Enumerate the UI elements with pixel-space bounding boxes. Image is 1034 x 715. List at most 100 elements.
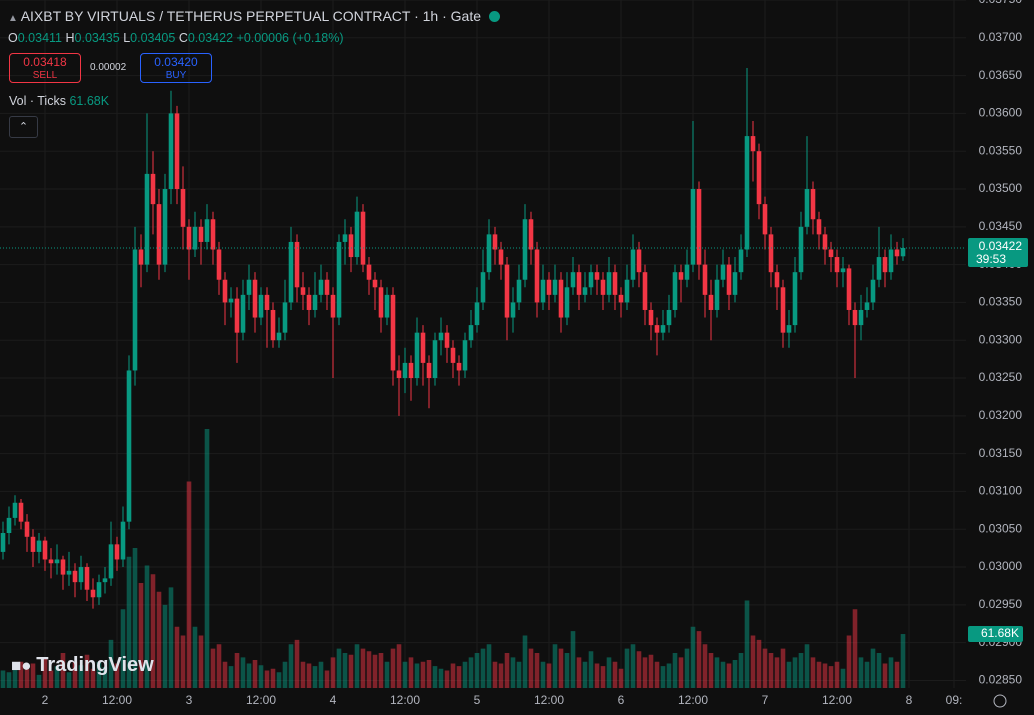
- candle-body: [510, 302, 516, 318]
- candle-body: [420, 332, 426, 363]
- volume-bar: [120, 609, 126, 688]
- brand-text: TradingView: [36, 654, 154, 676]
- volume-bar: [258, 665, 264, 688]
- volume-bar: [150, 574, 156, 688]
- volume-bar: [360, 648, 366, 688]
- volume-bar: [138, 583, 144, 688]
- candle-body: [630, 249, 636, 280]
- volume-bar: [744, 600, 750, 688]
- countdown: 39:53: [976, 252, 1006, 266]
- volume-bar: [366, 651, 372, 688]
- volume-bar: [606, 657, 612, 688]
- volume-bar: [444, 670, 450, 688]
- x-tick-label: 09:: [946, 693, 963, 707]
- volume-bar: [222, 661, 228, 688]
- candle-body: [432, 340, 438, 379]
- candle-body: [360, 211, 366, 265]
- candle-body: [804, 189, 810, 227]
- x-tick-label: 12:00: [246, 693, 276, 707]
- candle-body: [594, 272, 600, 280]
- volume-bar: [96, 661, 102, 688]
- volume-bar: [192, 626, 198, 688]
- volume-bar: [888, 657, 894, 688]
- symbol-title[interactable]: ▲ AIXBT BY VIRTUALS / TETHERUS PERPETUAL…: [8, 8, 500, 24]
- y-tick-label: 0.03450: [979, 219, 1023, 233]
- volume-bar: [612, 661, 618, 688]
- volume-bar: [6, 672, 12, 688]
- volume-bar: [546, 663, 552, 688]
- volume-bar: [684, 648, 690, 688]
- candle-body: [552, 279, 558, 295]
- collapse-button[interactable]: ⌃: [9, 116, 38, 138]
- volume-bar: [60, 653, 66, 688]
- volume-bar: [180, 635, 186, 688]
- y-tick-label: 0.03100: [979, 484, 1023, 498]
- volume-bar: [552, 644, 558, 688]
- candle-body: [762, 204, 768, 235]
- candle-body: [666, 309, 672, 326]
- candle-body: [12, 502, 18, 518]
- candle-body: [114, 544, 120, 560]
- volume-bar: [234, 653, 240, 688]
- candle-body: [48, 559, 54, 564]
- candle-body: [744, 136, 750, 250]
- candle-body: [390, 294, 396, 371]
- volume-bar: [564, 653, 570, 688]
- volume-bar: [486, 644, 492, 688]
- candle-body: [108, 544, 114, 579]
- volume-bar: [210, 648, 216, 688]
- volume-bar: [588, 651, 594, 688]
- candle-body: [648, 309, 654, 326]
- volume-bar: [126, 556, 132, 688]
- volume-bar: [834, 661, 840, 688]
- volume-bar: [0, 670, 6, 688]
- x-tick-label: 7: [762, 693, 769, 707]
- candle-body: [546, 279, 552, 295]
- volume-bar: [288, 644, 294, 688]
- candle-body: [888, 249, 894, 273]
- volume-bar: [372, 654, 378, 688]
- volume-bar: [876, 653, 882, 688]
- volume-bar: [534, 653, 540, 688]
- volume-bar: [870, 648, 876, 688]
- candle-body: [792, 272, 798, 326]
- volume-bar: [54, 666, 60, 688]
- volume-bar: [690, 626, 696, 688]
- volume-bar: [786, 661, 792, 688]
- candle-body: [174, 113, 180, 190]
- candle-body: [588, 272, 594, 288]
- candle-body: [750, 136, 756, 152]
- volume-bar: [648, 654, 654, 688]
- candle-body: [534, 249, 540, 303]
- buy-button[interactable]: 0.03420 BUY: [140, 53, 212, 83]
- candle-body: [504, 264, 510, 318]
- candle-body: [144, 173, 150, 265]
- volume-bar: [816, 661, 822, 688]
- volume-bar: [426, 660, 432, 688]
- candle-body: [6, 517, 12, 534]
- volume-bar: [198, 635, 204, 688]
- candle-body: [276, 332, 282, 341]
- candle-body: [228, 298, 234, 303]
- volume-bar: [330, 657, 336, 688]
- sell-button[interactable]: 0.03418 SELL: [9, 53, 81, 83]
- volume-bar: [504, 653, 510, 688]
- volume-bar: [822, 663, 828, 688]
- x-tick-label: 12:00: [390, 693, 420, 707]
- volume-bar: [240, 657, 246, 688]
- ohlc-letter: L: [123, 31, 131, 45]
- volume-bar: [714, 657, 720, 688]
- settings-icon[interactable]: [993, 694, 1007, 708]
- volume-bar: [342, 653, 348, 688]
- candle-body: [246, 279, 252, 295]
- candle-body: [486, 234, 492, 273]
- candle-body: [252, 279, 258, 318]
- candle-body: [732, 272, 738, 295]
- candle-body: [408, 362, 414, 379]
- candle-body: [60, 559, 66, 575]
- volume-bar: [414, 663, 420, 688]
- candle-body: [780, 287, 786, 333]
- volume-bar: [378, 653, 384, 688]
- price-axis: [966, 0, 1034, 715]
